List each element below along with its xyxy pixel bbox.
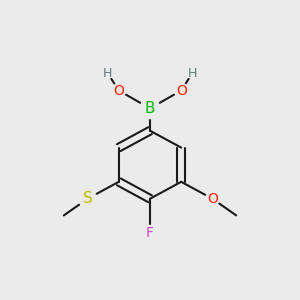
Text: F: F <box>144 224 156 242</box>
Text: O: O <box>111 82 126 100</box>
Text: O: O <box>205 190 220 208</box>
Text: B: B <box>145 101 155 116</box>
Text: H: H <box>188 67 197 80</box>
Text: H: H <box>103 67 112 80</box>
Text: S: S <box>81 189 94 208</box>
Text: S: S <box>83 191 92 206</box>
Text: O: O <box>174 82 189 100</box>
Text: O: O <box>113 84 124 98</box>
Text: B: B <box>142 99 158 118</box>
Text: H: H <box>101 64 115 82</box>
Text: H: H <box>185 64 199 82</box>
Text: O: O <box>207 192 218 206</box>
Text: F: F <box>146 226 154 240</box>
Text: O: O <box>176 84 187 98</box>
